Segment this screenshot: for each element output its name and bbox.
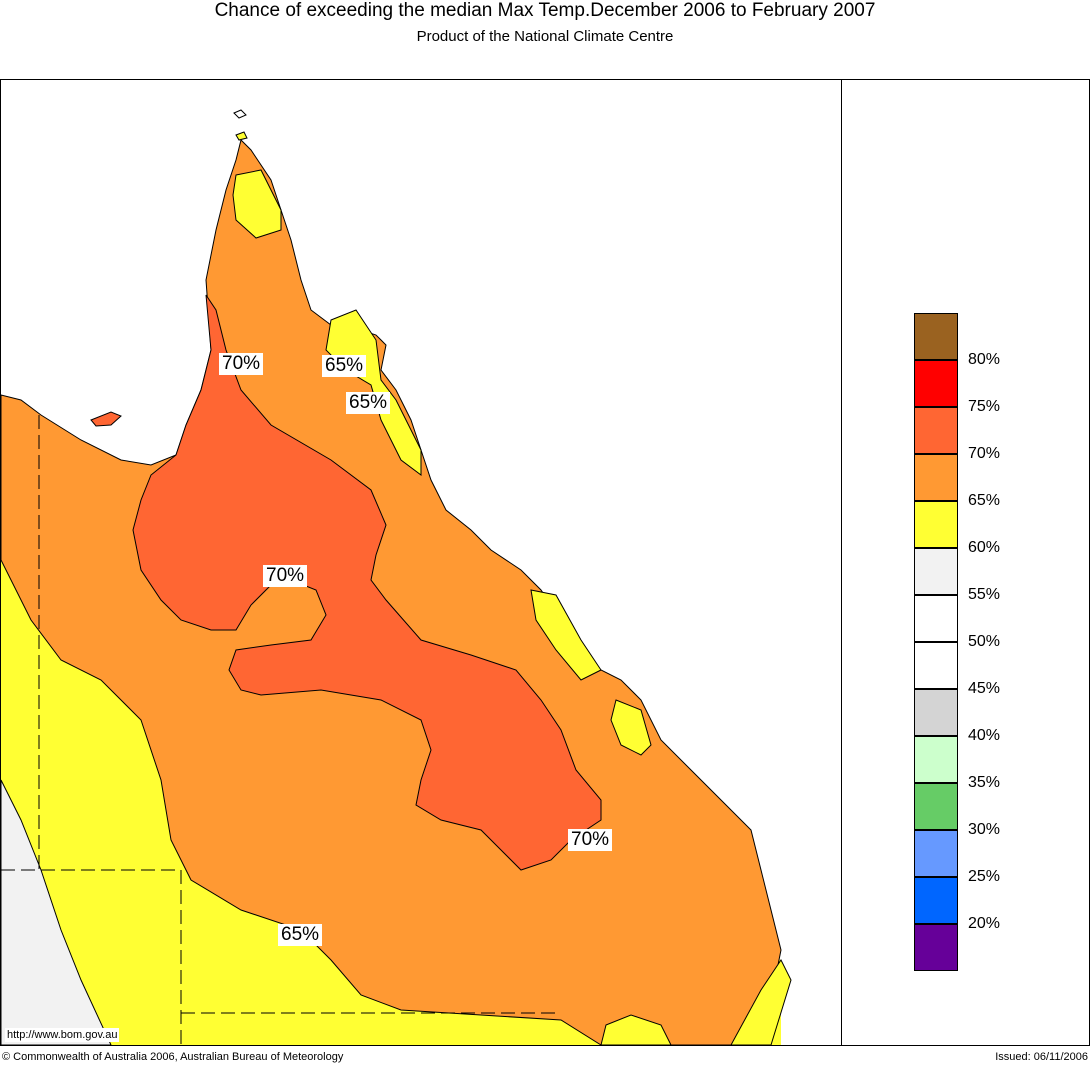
region-70-north [132,294,602,871]
queensland-map [1,109,792,1045]
legend-swatch [914,642,958,689]
legend-label: 60% [968,539,1001,556]
region-yellow-west [1,560,781,1045]
legend-swatch [914,877,958,924]
region-yellow-cape [232,169,282,239]
map-label-70-south: 70% [568,829,613,851]
legend-swatch [914,548,958,595]
legend-swatch [914,595,958,642]
issued-date: Issued: 06/11/2006 [995,1051,1088,1063]
legend-panel: 80% 75% 70% 65% 60% 55% 50% 45% 40% 35% 30% 25% 20% [842,79,1090,1046]
legend-label: 45% [968,680,1001,697]
legend-label: 65% [968,492,1001,509]
legend-label: 20% [968,915,1001,932]
island-3 [235,131,248,141]
region-grey-west [1,779,112,1045]
state-border-sa [1,869,182,1045]
legend-label: 75% [968,398,1001,415]
legend-label: 50% [968,633,1001,650]
copyright-notice: © Commonwealth of Australia 2006, Austra… [2,1051,344,1063]
legend-label: 35% [968,774,1001,791]
legend-swatch [914,407,958,454]
island-2 [233,109,247,119]
legend-label: 30% [968,821,1001,838]
region-yellow-coast-2 [530,589,602,681]
legend-swatch [914,360,958,407]
map-panel: 70% 65% 65% 70% 70% 65% http://www.bom.g… [0,79,842,1046]
legend-label: 70% [968,445,1001,462]
region-yellow-south-1 [600,1014,672,1045]
map-title: Chance of exceeding the median Max Temp.… [214,0,876,21]
map-label-65-coast: 65% [346,392,391,414]
legend-swatch [914,689,958,736]
map-label-70-north: 70% [219,353,264,375]
region-yellow-south-2 [730,959,792,1045]
legend-swatch [914,924,958,971]
legend-swatch [914,783,958,830]
map-label-65-south: 65% [278,924,323,946]
legend-swatch [914,313,958,360]
map-label-70-central: 70% [263,565,308,587]
legend-swatch [914,501,958,548]
legend-label: 40% [968,727,1001,744]
legend-swatch [914,736,958,783]
legend-swatch [914,454,958,501]
island-1 [90,411,122,427]
legend-swatch [914,830,958,877]
bom-url: http://www.bom.gov.au [5,1028,120,1042]
map-label-65-north: 65% [322,355,367,377]
legend-label: 25% [968,868,1001,885]
legend-label: 80% [968,351,1001,368]
legend-label: 55% [968,586,1001,603]
map-subtitle: Product of the National Climate Centre [416,28,674,45]
region-yellow-coast-3 [610,699,652,756]
